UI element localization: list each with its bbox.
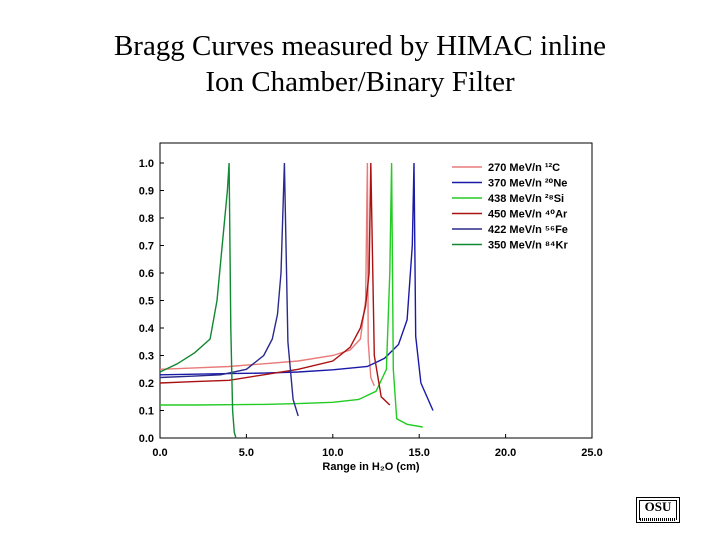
series-line-2 [160,162,423,428]
legend-entry-5: 350 MeV/n ⁸⁴Kr [488,240,568,252]
series-line-4 [159,162,299,417]
x-tick-label: 20.0 [495,447,516,459]
y-tick-label: 0.1 [139,406,154,418]
y-tick-label: 0.4 [139,323,155,335]
osu-logo-stripe [640,518,676,521]
series-line-5 [159,162,237,439]
x-tick-label: 25.0 [581,447,602,459]
plot-area-frame [159,142,593,439]
osu-logo: OSU [636,497,680,523]
x-tick-label: 15.0 [408,447,429,459]
x-tick-label: 10.0 [322,447,343,459]
y-tick-label: 0.3 [139,351,154,363]
y-tick-label: 0.0 [139,433,154,445]
y-tick-label: 1.0 [139,158,154,170]
series-line-3 [159,162,391,406]
y-tick-label: 0.2 [139,378,154,390]
x-tick-label: 0.0 [152,447,167,459]
x-tick-label: 5.0 [239,447,254,459]
slide-title: Bragg Curves measured by HIMAC inline Io… [0,28,720,100]
legend-entry-0: 270 MeV/n ¹²C [488,162,560,174]
legend-entry-4: 422 MeV/n ⁵⁶Fe [488,224,568,236]
series-line-0 [159,162,375,387]
y-tick-label: 0.9 [139,186,154,198]
title-line-2: Ion Chamber/Binary Filter [205,66,515,98]
legend-entry-1: 370 MeV/n ²⁰Ne [488,178,567,190]
x-axis-label: Range in H₂O (cm) [322,461,420,473]
y-tick-label: 0.6 [139,268,154,280]
y-tick-label: 0.7 [139,241,154,253]
title-line-1: Bragg Curves measured by HIMAC inline [113,30,607,62]
y-tick-label: 0.5 [139,296,154,308]
series-line-1 [159,162,434,411]
legend-entry-3: 450 MeV/n ⁴⁰Ar [488,209,568,221]
y-tick-label: 0.8 [139,213,154,225]
legend-entry-2: 438 MeV/n ²⁸Si [488,193,564,205]
osu-logo-mark: OSU [639,500,677,520]
